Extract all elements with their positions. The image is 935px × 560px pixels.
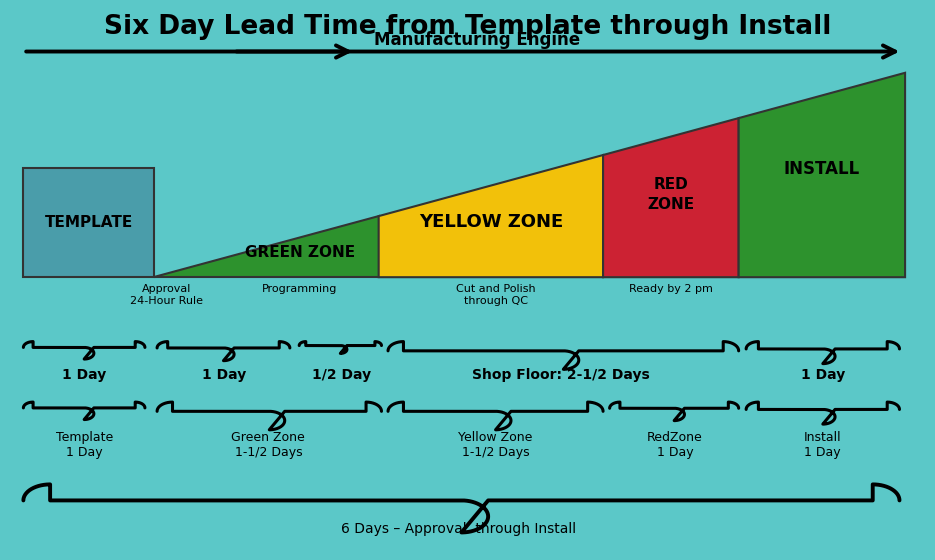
- Text: Cut and Polish
through QC: Cut and Polish through QC: [455, 284, 536, 306]
- Text: Approval
24-Hour Rule: Approval 24-Hour Rule: [130, 284, 203, 306]
- Text: RedZone
1 Day: RedZone 1 Day: [647, 431, 703, 459]
- Text: Yellow Zone
1-1/2 Days: Yellow Zone 1-1/2 Days: [458, 431, 533, 459]
- Text: INSTALL: INSTALL: [784, 160, 860, 179]
- Text: Manufacturing Engine: Manufacturing Engine: [374, 31, 580, 49]
- Text: 6 Days – Approval  through Install: 6 Days – Approval through Install: [340, 522, 576, 536]
- Polygon shape: [739, 73, 905, 277]
- Text: TEMPLATE: TEMPLATE: [45, 215, 133, 230]
- Text: Template
1 Day: Template 1 Day: [55, 431, 113, 459]
- Text: 1 Day: 1 Day: [202, 368, 247, 382]
- Polygon shape: [379, 155, 603, 277]
- Text: Shop Floor: 2-1/2 Days: Shop Floor: 2-1/2 Days: [472, 368, 650, 382]
- Text: Ready by 2 pm: Ready by 2 pm: [629, 284, 713, 294]
- Text: RED
ZONE: RED ZONE: [647, 178, 695, 212]
- Text: Six Day Lead Time from Template through Install: Six Day Lead Time from Template through …: [104, 14, 831, 40]
- Text: Install
1 Day: Install 1 Day: [804, 431, 842, 459]
- Text: 1 Day: 1 Day: [62, 368, 107, 382]
- Text: GREEN ZONE: GREEN ZONE: [245, 245, 355, 260]
- Polygon shape: [603, 118, 739, 277]
- Text: Programming: Programming: [262, 284, 337, 294]
- Polygon shape: [23, 168, 154, 277]
- Text: 1/2 Day: 1/2 Day: [311, 368, 371, 382]
- Polygon shape: [154, 216, 379, 277]
- Text: 1 Day: 1 Day: [800, 368, 845, 382]
- Text: YELLOW ZONE: YELLOW ZONE: [419, 213, 563, 231]
- Text: Green Zone
1-1/2 Days: Green Zone 1-1/2 Days: [232, 431, 305, 459]
